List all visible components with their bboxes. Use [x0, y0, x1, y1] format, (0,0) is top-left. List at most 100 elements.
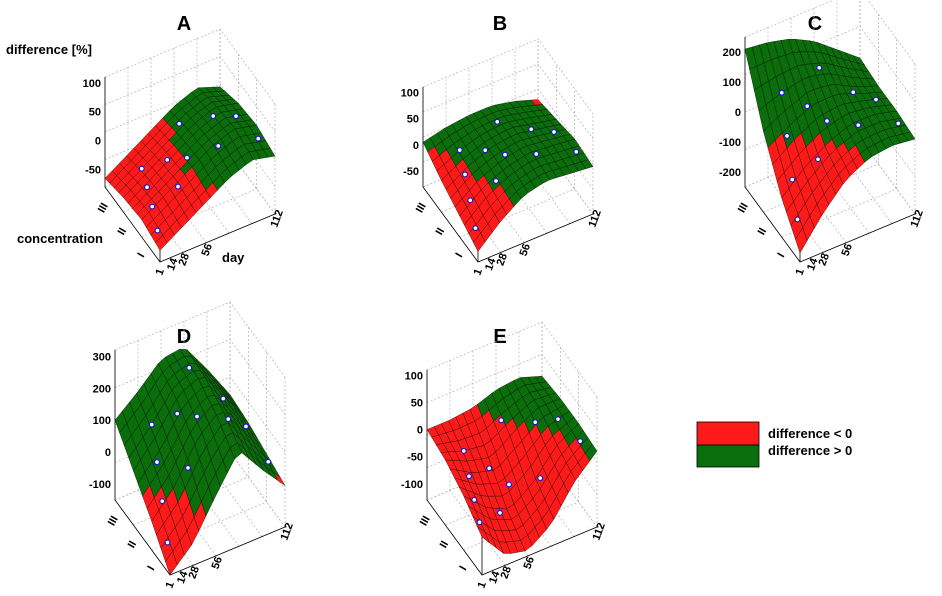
grid-line — [104, 83, 276, 160]
data-point — [577, 438, 584, 445]
x-tick-label: 28 — [495, 252, 510, 268]
data-point — [778, 89, 785, 96]
grid-line — [744, 138, 861, 188]
data-point — [533, 150, 540, 157]
x-tick-label: 56 — [210, 555, 225, 571]
data-point — [265, 458, 272, 465]
z-tick-label: 100 — [401, 87, 419, 99]
z-tick-label: 200 — [723, 47, 741, 59]
x-tick-label: 1 — [476, 580, 489, 590]
surface-cell — [473, 232, 486, 252]
data-point — [532, 419, 539, 426]
y-tick-label: II — [126, 539, 139, 550]
x-tick-label: 14 — [487, 569, 503, 585]
data-point — [233, 113, 240, 120]
data-point — [149, 203, 156, 210]
x-tick-label: 28 — [499, 565, 514, 581]
surface-cell — [477, 526, 490, 544]
data-point — [194, 413, 201, 420]
grid-line — [445, 476, 561, 526]
data-point — [466, 473, 473, 480]
data-point — [486, 465, 493, 472]
data-point — [174, 410, 181, 417]
grid-line — [463, 501, 579, 551]
z-tick-label: 50 — [411, 398, 423, 410]
grid-line — [104, 56, 276, 132]
data-point — [471, 496, 478, 503]
x-tick-label: 1 — [472, 267, 485, 277]
surface-cell — [165, 550, 178, 576]
data-point — [823, 117, 830, 124]
data-point — [783, 132, 790, 139]
data-point — [225, 416, 232, 423]
axis-frame — [426, 370, 598, 576]
x-tick-label: 112 — [269, 208, 286, 229]
y-tick-label: III — [736, 201, 751, 215]
z-tick-label: -50 — [407, 452, 423, 464]
data-point — [164, 156, 171, 163]
z-tick-label: 0 — [95, 136, 101, 148]
grid-line — [763, 163, 879, 213]
x-tick-label: 14 — [483, 256, 499, 272]
data-point — [804, 103, 811, 110]
z-axis-title: difference [%] — [6, 42, 92, 57]
data-point — [895, 120, 902, 127]
x-tick-label: 112 — [591, 521, 608, 542]
y-tick-label: III — [418, 514, 433, 528]
data-point — [467, 197, 474, 204]
grid-line — [229, 451, 286, 528]
grid-line — [767, 177, 824, 253]
data-point — [255, 135, 262, 142]
data-point — [502, 151, 509, 158]
data-point — [175, 183, 182, 190]
z-tick-label: -100 — [401, 479, 423, 491]
data-point — [215, 142, 222, 149]
z-tick-label: -100 — [89, 479, 111, 491]
panel-letter-B: B — [493, 13, 507, 35]
x-tick-label: 1 — [154, 267, 167, 277]
z-tick-label: 100 — [405, 370, 423, 382]
data-point — [210, 113, 217, 120]
data-point — [573, 148, 580, 155]
data-point — [506, 481, 513, 488]
data-point — [550, 128, 557, 135]
sample-points — [148, 364, 272, 546]
surface-mesh — [426, 375, 598, 554]
grid-line — [449, 490, 506, 566]
y-axis-title: concentration — [17, 231, 103, 246]
x-tick-label: 28 — [177, 252, 192, 268]
data-point — [850, 89, 857, 96]
axis-frame — [422, 87, 594, 263]
grid-line — [114, 451, 231, 501]
z-tick-label: 100 — [93, 415, 111, 427]
data-point — [148, 421, 155, 428]
x-tick-label: 56 — [522, 555, 537, 571]
surface-mesh — [744, 39, 916, 254]
y-tick-label: II — [116, 226, 129, 237]
surface-cell — [273, 472, 286, 486]
x-tick-label: 14 — [175, 569, 191, 585]
panel-letter-D: D — [177, 326, 191, 348]
data-point — [528, 126, 535, 133]
axis-frame — [114, 350, 286, 576]
y-tick-label: II — [756, 226, 769, 237]
y-tick-label: I — [776, 251, 788, 260]
data-point — [164, 539, 171, 546]
x-tick-label: 1 — [794, 267, 807, 277]
legend-label-positive: difference > 0 — [768, 443, 852, 458]
data-point — [154, 227, 161, 234]
data-point — [184, 154, 191, 161]
x-tick-label: 112 — [279, 521, 296, 542]
legend-swatch-negative — [696, 421, 760, 446]
data-point — [176, 120, 183, 127]
data-point — [497, 509, 504, 516]
z-tick-label: 200 — [93, 383, 111, 395]
legend-swatch-positive — [696, 444, 760, 468]
y-tick-label: I — [146, 564, 158, 573]
x-tick-label: 56 — [518, 242, 533, 258]
x-tick-label: 28 — [817, 252, 832, 268]
panel-letter-C: C — [808, 13, 822, 35]
x-tick-label: 112 — [909, 208, 926, 229]
grid-line — [104, 28, 276, 105]
